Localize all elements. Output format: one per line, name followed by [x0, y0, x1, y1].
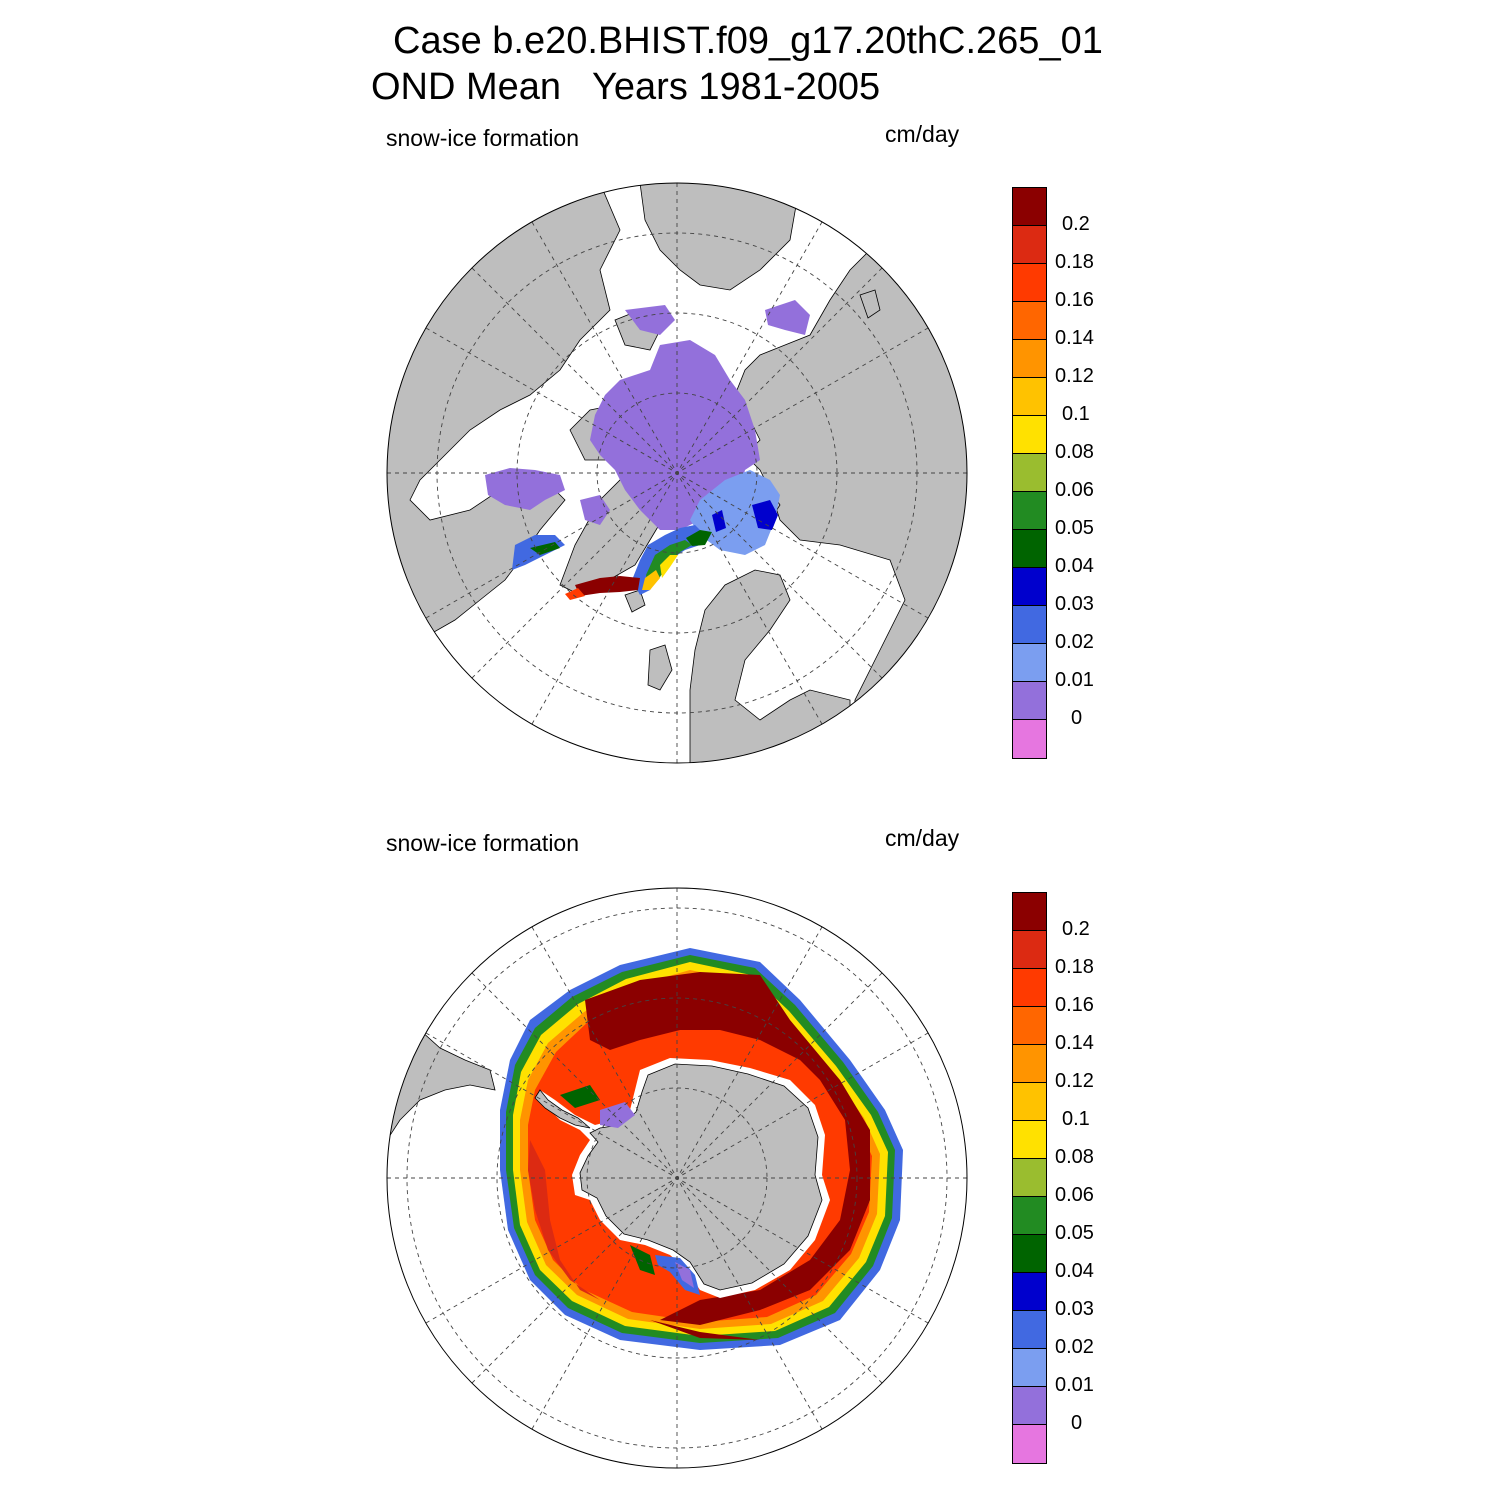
- colorbar-tick-label: 0.18: [1055, 251, 1094, 273]
- colorbar-swatch: [1012, 263, 1047, 302]
- colorbar-swatch: [1012, 1310, 1047, 1349]
- panel1-colorbar: 0.2 0.18 0.16 0.14 0.12 0.1 0.08 0.06 0.05 0.04 0.…: [1012, 187, 1132, 759]
- colorbar-tick-label: 0.04: [1055, 1260, 1094, 1282]
- colorbar-swatch: [1012, 719, 1047, 759]
- arctic-map: [387, 183, 967, 763]
- colorbar-swatch: [1012, 681, 1047, 720]
- colorbar-tick-label: 0.16: [1055, 994, 1094, 1016]
- colorbar-tick-label: 0.08: [1055, 1146, 1094, 1168]
- figure-title-line1: Case b.e20.BHIST.f09_g17.20thC.265_01: [393, 20, 1103, 62]
- arctic-map-border: [386, 182, 968, 764]
- colorbar-tick-label: 0.05: [1055, 517, 1094, 539]
- panel1-variable-label: snow-ice formation: [386, 125, 580, 151]
- panel2-units-label: cm/day: [885, 825, 960, 851]
- colorbar-tick-label: 0.18: [1055, 956, 1094, 978]
- colorbar-swatch: [1012, 415, 1047, 454]
- colorbar-swatch: [1012, 567, 1047, 606]
- colorbar-swatch: [1012, 1006, 1047, 1045]
- colorbar-swatch: [1012, 605, 1047, 644]
- colorbar-swatch: [1012, 1348, 1047, 1387]
- colorbar-swatch: [1012, 1424, 1047, 1464]
- colorbar-tick-label: 0.14: [1055, 1032, 1094, 1054]
- panel2-variable-label: snow-ice formation: [386, 830, 580, 856]
- arctic-graticule: [387, 183, 967, 763]
- colorbar-swatch: [1012, 1386, 1047, 1425]
- panel1-units-label: cm/day: [885, 121, 960, 147]
- colorbar-tick-label: 0.16: [1055, 289, 1094, 311]
- antarctic-graticule: [387, 888, 967, 1468]
- colorbar-swatch: [1012, 491, 1047, 530]
- colorbar-swatch: [1012, 453, 1047, 492]
- colorbar-swatch: [1012, 301, 1047, 340]
- antarctica-land: [579, 1063, 823, 1291]
- antarctic-map: [387, 888, 967, 1468]
- colorbar-tick-label: 0.12: [1055, 365, 1094, 387]
- colorbar-swatch: [1012, 1120, 1047, 1159]
- colorbar-tick-label: 0.1: [1062, 1108, 1090, 1130]
- weddell-pocket: [600, 1102, 635, 1128]
- colorbar-tick-label: 0: [1071, 707, 1083, 729]
- colorbar-swatch: [1012, 930, 1047, 969]
- colorbar-tick-label: 0.01: [1055, 1374, 1094, 1396]
- colorbar-swatch: [1012, 1082, 1047, 1121]
- colorbar-swatch: [1012, 225, 1047, 264]
- colorbar-tick-label: 0.02: [1055, 1336, 1094, 1358]
- colorbar-tick-label: 0.02: [1055, 631, 1094, 653]
- colorbar-tick-label: 0.03: [1055, 593, 1094, 615]
- colorbar-swatch: [1012, 339, 1047, 378]
- colorbar-tick-label: 0.2: [1062, 213, 1090, 235]
- colorbar-tick-label: 0.03: [1055, 1298, 1094, 1320]
- colorbar-swatch: [1012, 892, 1047, 931]
- colorbar-swatch: [1012, 377, 1047, 416]
- colorbar-swatch: [1012, 1044, 1047, 1083]
- colorbar-tick-label: 0.2: [1062, 918, 1090, 940]
- colorbar-tick-label: 0.12: [1055, 1070, 1094, 1092]
- ross-pocket: [655, 1255, 700, 1295]
- colorbar-tick-label: 0.06: [1055, 1184, 1094, 1206]
- colorbar-swatch: [1012, 643, 1047, 682]
- colorbar-swatch: [1012, 529, 1047, 568]
- colorbar-tick-label: 0.14: [1055, 327, 1094, 349]
- colorbar-swatch: [1012, 1272, 1047, 1311]
- colorbar-tick-label: 0: [1071, 1412, 1083, 1434]
- colorbar-tick-label: 0.05: [1055, 1222, 1094, 1244]
- colorbar-swatch: [1012, 968, 1047, 1007]
- colorbar-swatch: [1012, 1234, 1047, 1273]
- colorbar-swatch: [1012, 1196, 1047, 1235]
- colorbar-tick-label: 0.04: [1055, 555, 1094, 577]
- antarctic-map-border: [386, 887, 968, 1469]
- colorbar-tick-label: 0.08: [1055, 441, 1094, 463]
- panel2-colorbar: 0.2 0.18 0.16 0.14 0.12 0.1 0.08 0.06 0.05 0.04 0.…: [1012, 892, 1132, 1464]
- colorbar-swatch: [1012, 187, 1047, 226]
- colorbar-tick-label: 0.01: [1055, 669, 1094, 691]
- antarctic-peninsula: [534, 1089, 591, 1129]
- colorbar-tick-label: 0.06: [1055, 479, 1094, 501]
- figure-title-line2: OND Mean Years 1981-2005: [371, 66, 881, 108]
- colorbar-tick-label: 0.1: [1062, 403, 1090, 425]
- colorbar-swatch: [1012, 1158, 1047, 1197]
